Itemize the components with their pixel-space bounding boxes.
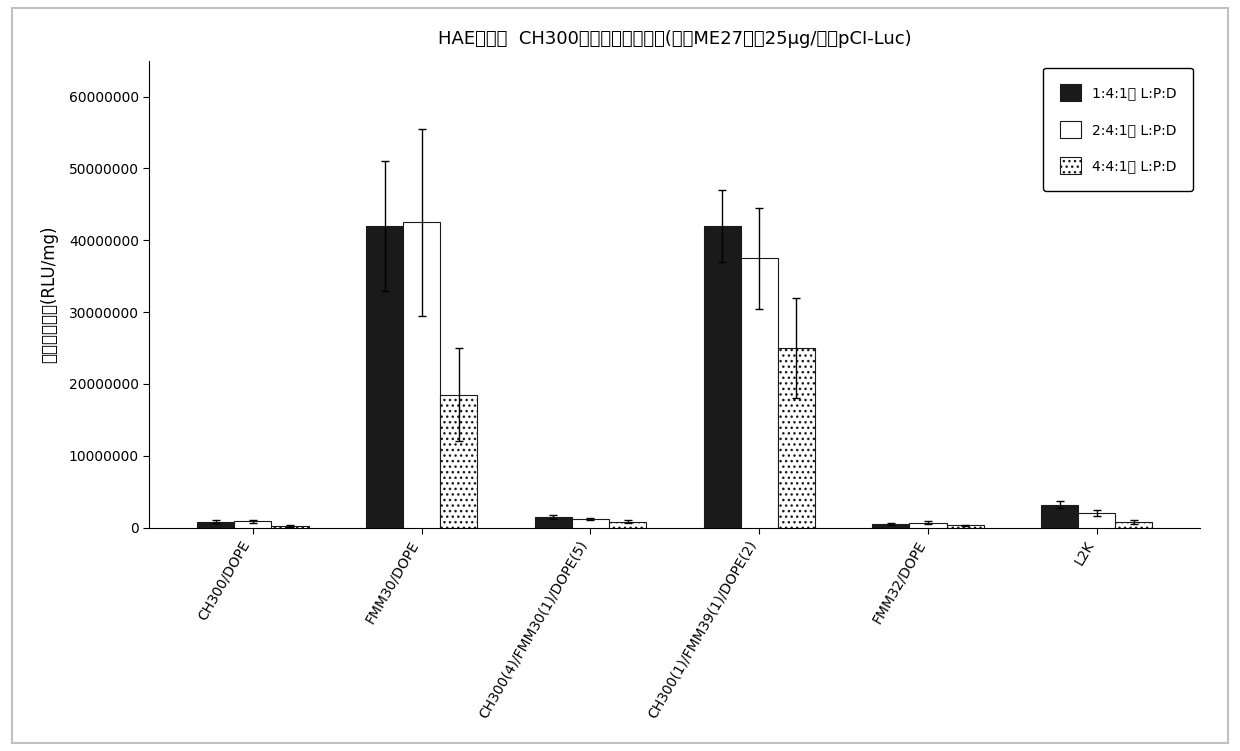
Bar xyxy=(1042,505,1079,528)
Bar xyxy=(946,526,983,528)
Bar xyxy=(872,524,909,528)
Y-axis label: 荆光素酶活性(RLU/mg): 荆光素酶活性(RLU/mg) xyxy=(40,225,58,363)
Bar xyxy=(572,519,609,528)
Bar xyxy=(740,258,777,528)
Title: HAE细胞：  CH300脂质的变化的对比(与肽ME27以及25μg/孔的pCI-Luc): HAE细胞： CH300脂质的变化的对比(与肽ME27以及25μg/孔的pCI-… xyxy=(438,30,911,48)
Bar xyxy=(1115,522,1152,528)
Bar xyxy=(197,522,234,528)
Bar xyxy=(234,521,272,528)
Bar xyxy=(777,348,815,528)
Bar xyxy=(403,222,440,528)
Bar xyxy=(440,395,477,528)
Bar xyxy=(609,522,646,528)
Bar xyxy=(909,523,946,528)
Bar xyxy=(1079,513,1115,528)
Bar xyxy=(366,226,403,528)
Legend: 1:4:1的 L:P:D, 2:4:1的 L:P:D, 4:4:1的 L:P:D: 1:4:1的 L:P:D, 2:4:1的 L:P:D, 4:4:1的 L:P:D xyxy=(1043,68,1193,191)
Bar xyxy=(703,226,740,528)
Bar xyxy=(272,526,309,528)
Bar xyxy=(534,517,572,528)
